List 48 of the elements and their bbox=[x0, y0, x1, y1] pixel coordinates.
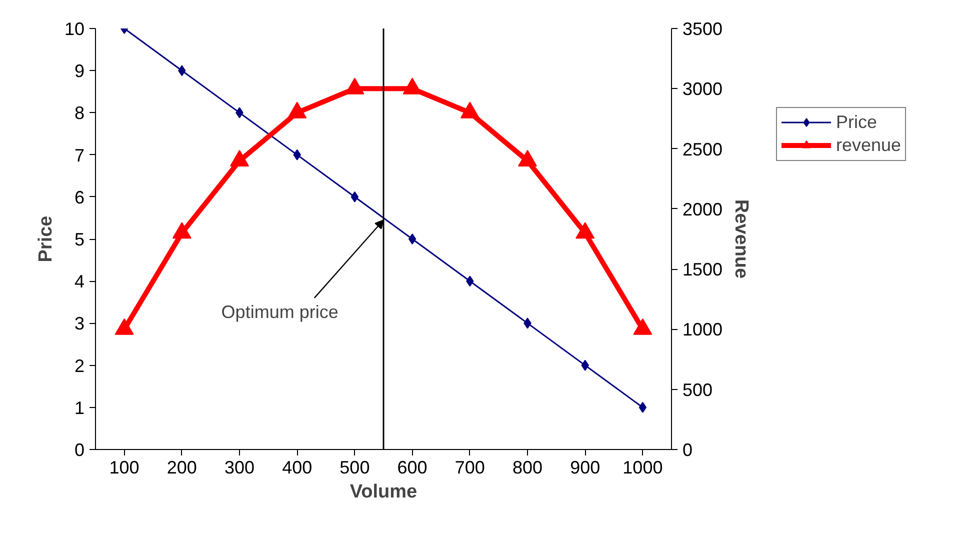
point bbox=[638, 402, 647, 413]
x-tick-label: 100 bbox=[109, 458, 140, 478]
x-tick-label: 600 bbox=[397, 458, 428, 478]
y2-tick-label: 1500 bbox=[682, 260, 723, 280]
y-tick-label: 7 bbox=[74, 145, 85, 166]
point bbox=[633, 318, 652, 335]
point bbox=[576, 222, 595, 239]
y-tick-label: 6 bbox=[74, 187, 85, 208]
y2-tick-label: 0 bbox=[682, 440, 693, 460]
x-tick-label: 800 bbox=[512, 458, 543, 478]
x-tick-label: 400 bbox=[282, 458, 312, 478]
y-tick-label: 9 bbox=[74, 61, 85, 82]
x-tick-label: 1000 bbox=[622, 458, 663, 478]
y2-tick-label: 3000 bbox=[682, 79, 723, 100]
x-axis-title: Volume bbox=[350, 482, 418, 502]
y2-tick-label: 2500 bbox=[682, 139, 723, 160]
x-tick-label: 700 bbox=[454, 458, 485, 478]
point bbox=[402, 78, 422, 94]
y-tick-label: 1 bbox=[74, 398, 85, 418]
point bbox=[345, 78, 364, 94]
y2-tick-label: 2000 bbox=[682, 199, 723, 220]
legend-label: revenue bbox=[836, 134, 902, 156]
y-axis-title: Price bbox=[35, 216, 56, 262]
point bbox=[350, 191, 359, 202]
y-tick-label: 4 bbox=[74, 272, 85, 292]
x-tick-label: 300 bbox=[224, 458, 255, 478]
y-tick-label: 10 bbox=[64, 19, 85, 39]
y2-tick-label: 500 bbox=[682, 380, 713, 400]
x-tick-label: 500 bbox=[340, 458, 370, 478]
point bbox=[408, 234, 416, 244]
point bbox=[288, 102, 307, 118]
point bbox=[230, 150, 249, 167]
point bbox=[518, 150, 537, 167]
y2-axis-title: Revenue bbox=[730, 199, 752, 279]
y2-tick-label: 3500 bbox=[682, 19, 723, 39]
point bbox=[114, 318, 134, 335]
y-tick-label: 5 bbox=[74, 230, 85, 250]
x-tick-label: 900 bbox=[570, 458, 600, 478]
y2-tick-label: 1000 bbox=[682, 320, 723, 340]
annotation: Optimum price bbox=[221, 302, 338, 322]
y-tick-label: 3 bbox=[74, 314, 85, 334]
point bbox=[172, 222, 192, 239]
legend-label: Price bbox=[836, 112, 878, 133]
y-tick-label: 0 bbox=[74, 440, 85, 460]
y-tick-label: 2 bbox=[74, 356, 85, 376]
point bbox=[460, 102, 480, 118]
x-tick-label: 200 bbox=[166, 458, 197, 478]
y-tick-label: 8 bbox=[74, 103, 85, 124]
